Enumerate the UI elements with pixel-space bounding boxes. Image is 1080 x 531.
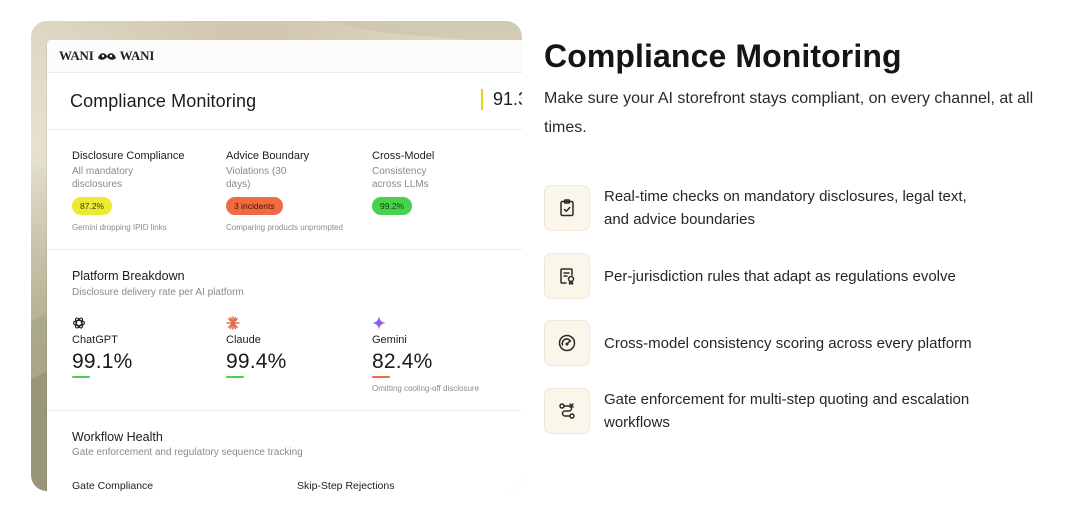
- hero-subtitle: Make sure your AI storefront stays compl…: [544, 90, 1034, 136]
- feature-text: Real-time checks on mandatory disclosure…: [604, 188, 967, 228]
- metric-badge: 99.2%: [372, 197, 413, 215]
- app-title: Compliance Monitoring: [70, 90, 257, 111]
- gemini-icon: [372, 316, 512, 330]
- chatgpt-icon: [72, 316, 212, 330]
- workflow-route-icon: [544, 388, 590, 434]
- metric-badge: 3 incidents: [226, 197, 283, 215]
- metric-advice-boundary[interactable]: Advice Boundary Violations (30 days) 3 i…: [226, 150, 366, 232]
- workflow-health-section: Workflow Health Gate enforcement and reg…: [47, 411, 522, 491]
- platform-note: Omitting cooling-off disclosure: [372, 384, 480, 393]
- metric-subtitle: Violations (30 days): [226, 166, 287, 190]
- skip-step-rejections-label: Skip-Step Rejections: [297, 480, 395, 491]
- platform-value: 99.4%: [226, 350, 287, 373]
- feature-item: Cross-model consistency scoring across e…: [544, 320, 979, 366]
- metric-note: Comparing products unprompted: [226, 223, 343, 232]
- gauge-icon: [544, 320, 590, 366]
- gate-compliance-label: Gate Compliance: [72, 480, 154, 491]
- app-window: WANI WANI Compliance Monitoring 91.3 Dis…: [47, 40, 522, 491]
- metric-cross-model[interactable]: Cross-Model Consistency across LLMs 99.2…: [372, 150, 512, 215]
- platform-value: 99.1%: [72, 350, 133, 373]
- platform-value: 82.4%: [372, 350, 433, 373]
- platform-status-underline: [372, 376, 390, 378]
- score-indicator-bar: [481, 89, 483, 110]
- metric-disclosure-compliance[interactable]: Disclosure Compliance All mandatory disc…: [72, 150, 212, 232]
- feature-text: Per-jurisdiction rules that adapt as reg…: [604, 267, 956, 285]
- brand-mark-icon: [97, 53, 116, 60]
- section-subtitle: Disclosure delivery rate per AI platform: [72, 287, 244, 298]
- app-header: Compliance Monitoring 91.3: [47, 73, 522, 130]
- feature-text: Gate enforcement for multi-step quoting …: [604, 391, 970, 431]
- metric-title: Cross-Model: [372, 150, 435, 162]
- brand-left: WANI: [59, 48, 94, 63]
- brand-bar: WANI WANI: [47, 40, 522, 73]
- metric-subtitle: Consistency across LLMs: [372, 166, 429, 190]
- overall-score: 91.3: [481, 89, 522, 110]
- brand-logo: WANI WANI: [59, 48, 154, 64]
- feature-item: Gate enforcement for multi-step quoting …: [544, 388, 979, 434]
- platform-name: ChatGPT: [72, 334, 118, 346]
- platform-status-underline: [226, 376, 244, 378]
- metric-title: Advice Boundary: [226, 150, 310, 162]
- section-title: Workflow Health: [72, 430, 163, 444]
- platform-breakdown-section: Platform Breakdown Disclosure delivery r…: [47, 250, 522, 411]
- section-subtitle: Gate enforcement and regulatory sequence…: [72, 447, 303, 458]
- metric-note: Gemini dropping IPID links: [72, 223, 167, 232]
- clipboard-check-icon: [544, 185, 590, 231]
- metric-title: Disclosure Compliance: [72, 150, 185, 162]
- feature-text: Cross-model consistency scoring across e…: [604, 334, 972, 352]
- platform-gemini[interactable]: Gemini 82.4% Omitting cooling-off disclo…: [372, 316, 512, 393]
- brand-right: WANI: [119, 48, 155, 63]
- hero-title: Compliance Monitoring: [544, 38, 902, 74]
- dashboard-preview-frame: WANI WANI Compliance Monitoring 91.3 Dis…: [31, 21, 522, 491]
- section-title: Platform Breakdown: [72, 269, 185, 283]
- platform-name: Claude: [226, 334, 261, 346]
- platform-name: Gemini: [372, 334, 407, 346]
- feature-item: Real-time checks on mandatory disclosure…: [544, 185, 979, 231]
- platform-status-underline: [72, 376, 90, 378]
- overall-score-value: 91.3: [493, 89, 522, 109]
- metric-subtitle: All mandatory disclosures: [72, 166, 134, 190]
- platform-chatgpt[interactable]: ChatGPT 99.1%: [72, 316, 212, 378]
- feature-item: Per-jurisdiction rules that adapt as reg…: [544, 253, 979, 299]
- metrics-row: Disclosure Compliance All mandatory disc…: [47, 130, 522, 250]
- platform-claude[interactable]: Claude 99.4%: [226, 316, 366, 378]
- metric-badge: 87.2%: [72, 197, 113, 215]
- claude-icon: [226, 316, 366, 330]
- document-badge-icon: [544, 253, 590, 299]
